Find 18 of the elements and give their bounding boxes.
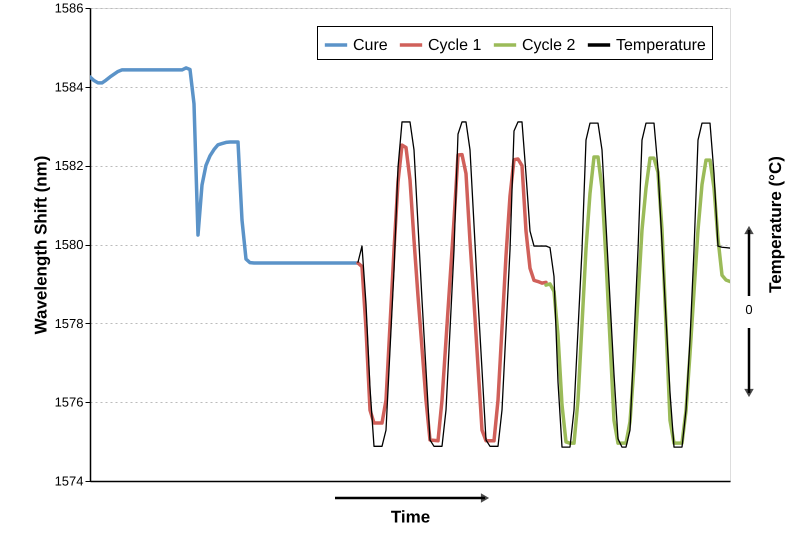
legend-label: Cycle 2 <box>522 37 576 54</box>
legend-label: Cycle 1 <box>428 37 482 54</box>
legend-label: Temperature <box>616 37 706 54</box>
y-tick-label: 1576 <box>54 394 84 410</box>
y-axis-title: Wavelength Shift (nm) <box>32 156 51 334</box>
line-series <box>90 66 360 265</box>
y2-axis-title: Temperature (°C) <box>766 156 785 293</box>
line-series <box>356 143 548 443</box>
line-series <box>357 121 730 448</box>
y-tick-label: 1574 <box>54 474 84 488</box>
x-axis-title: Time <box>390 508 430 526</box>
y-tick-label: 1578 <box>54 316 84 331</box>
y-tick-label: 1582 <box>54 158 84 174</box>
y-tick-label: 1586 <box>54 0 84 16</box>
text: 0 <box>745 302 753 317</box>
y-tick-label: 1580 <box>54 237 84 252</box>
legend-label: Cure <box>353 37 388 54</box>
y-tick-label: 1584 <box>54 79 84 94</box>
